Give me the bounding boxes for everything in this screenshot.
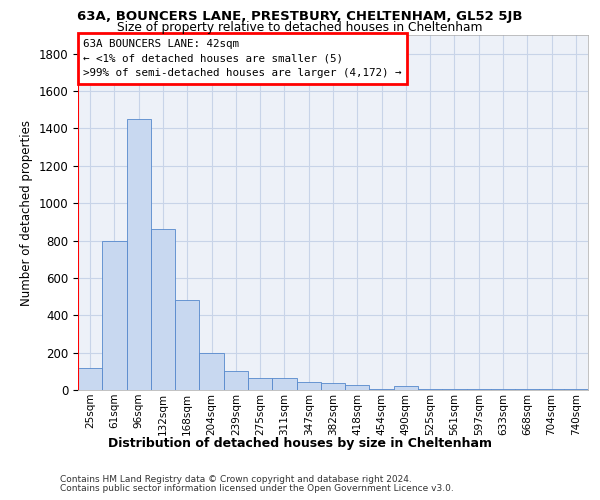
Bar — [127, 119, 151, 390]
Text: Size of property relative to detached houses in Cheltenham: Size of property relative to detached ho… — [117, 21, 483, 34]
Bar — [175, 300, 199, 390]
Bar — [394, 386, 418, 390]
Text: Contains HM Land Registry data © Crown copyright and database right 2024.: Contains HM Land Registry data © Crown c… — [60, 475, 412, 484]
Bar — [199, 352, 224, 390]
Bar — [248, 378, 272, 390]
Text: Contains public sector information licensed under the Open Government Licence v3: Contains public sector information licen… — [60, 484, 454, 493]
Bar — [345, 386, 370, 390]
Text: 63A BOUNCERS LANE: 42sqm
← <1% of detached houses are smaller (5)
>99% of semi-d: 63A BOUNCERS LANE: 42sqm ← <1% of detach… — [83, 38, 401, 78]
Text: 63A, BOUNCERS LANE, PRESTBURY, CHELTENHAM, GL52 5JB: 63A, BOUNCERS LANE, PRESTBURY, CHELTENHA… — [77, 10, 523, 23]
Bar — [564, 389, 588, 390]
Bar — [78, 368, 102, 390]
Bar — [296, 382, 321, 390]
Bar — [491, 389, 515, 390]
Bar — [442, 389, 467, 390]
Bar — [272, 378, 296, 390]
Bar — [515, 389, 539, 390]
Bar — [418, 389, 442, 390]
Bar — [151, 230, 175, 390]
Bar — [102, 240, 127, 390]
Bar — [321, 384, 345, 390]
Bar — [224, 372, 248, 390]
Bar — [539, 389, 564, 390]
Bar — [467, 389, 491, 390]
Bar — [370, 389, 394, 390]
Text: Distribution of detached houses by size in Cheltenham: Distribution of detached houses by size … — [108, 437, 492, 450]
Y-axis label: Number of detached properties: Number of detached properties — [20, 120, 33, 306]
